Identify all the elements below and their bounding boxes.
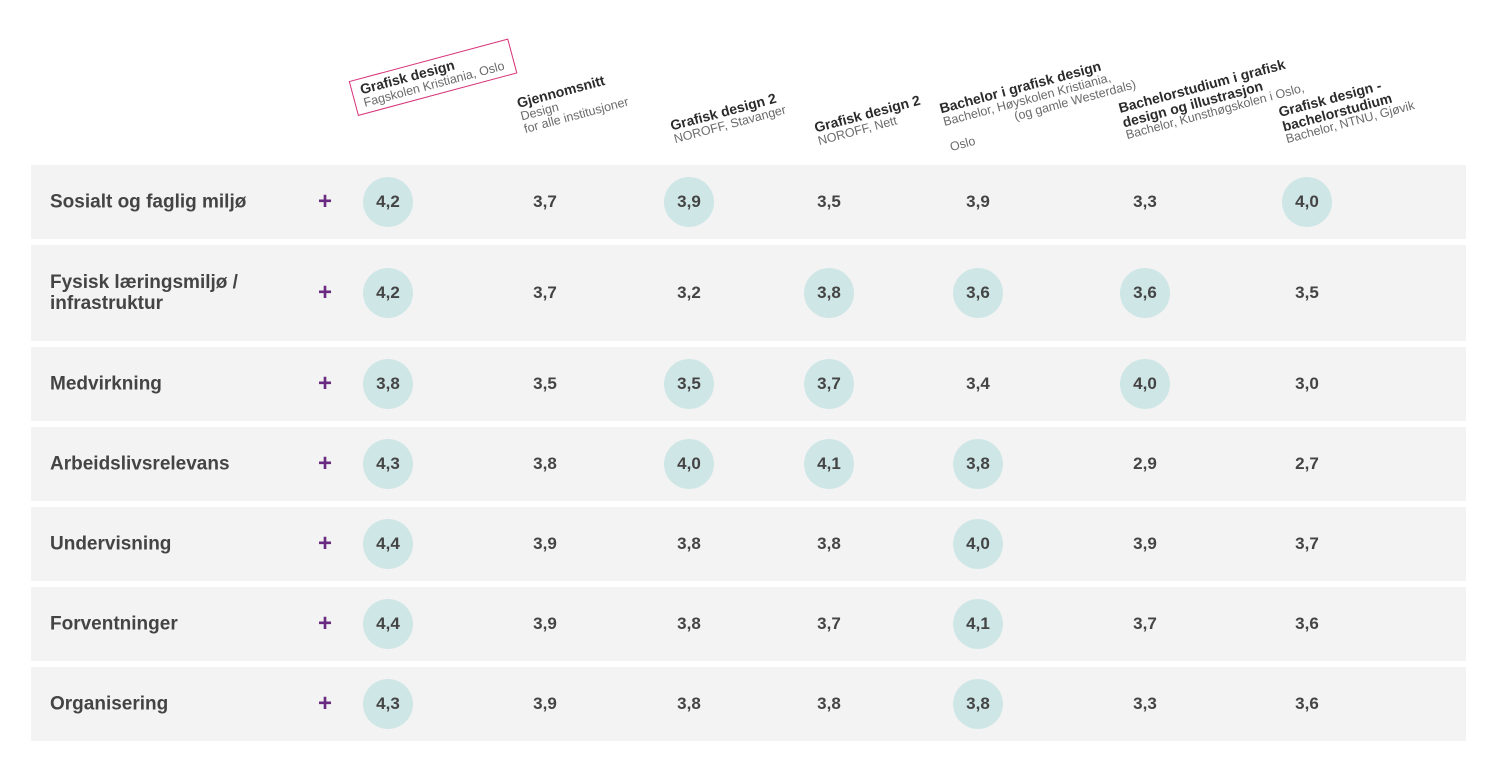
score-cell: 3,3 [1133,192,1157,211]
table-row[interactable]: Sosialt og faglig miljø +4,2 3,7 3,9 3,5 3,9 3… [31,165,1466,239]
expand-plus-icon[interactable]: + [318,188,333,215]
column-header-grafisk-design-kristiania: Grafisk design Fagskolen Kristiania, Osl… [348,38,518,116]
score-cell: 3,6 [1295,694,1319,713]
score-cell: 3,6 [953,268,1003,318]
score-cell: 2,9 [1133,454,1157,473]
row-label: Arbeidslivsrelevans [50,453,230,475]
table-row[interactable]: Forventninger +4,4 3,9 3,8 3,7 4,1 3,7 3,6 [31,587,1466,661]
score-cell: 3,8 [677,534,701,553]
table-row[interactable]: Organisering +4,3 3,9 3,8 3,8 3,8 3,3 3,6 [31,667,1466,741]
row-label: Medvirkning [50,373,162,395]
score-cell: 3,9 [664,177,714,227]
score-cell: 3,8 [363,359,413,409]
score-cell: 3,5 [664,359,714,409]
score-cell: 3,9 [533,694,557,713]
score-cell: 3,8 [817,694,841,713]
expand-plus-icon[interactable]: + [318,450,333,477]
score-cell: 3,4 [966,374,990,393]
score-cell: 3,9 [966,192,990,211]
score-cell: 3,8 [533,454,557,473]
expand-plus-icon[interactable]: + [318,610,333,637]
score-cell: 3,9 [533,534,557,553]
score-cell: 3,8 [677,614,701,633]
score-cell: 3,5 [533,374,557,393]
table-row[interactable]: Arbeidslivsrelevans +4,3 3,8 4,0 4,1 3,8 2,9 2,… [31,427,1466,501]
expand-plus-icon[interactable]: + [318,530,333,557]
score-cell: 3,6 [1295,614,1319,633]
column-header-hoyskolen-kristiania: Bachelor i grafisk design Bachelor, Høys… [938,51,1141,154]
expand-plus-icon[interactable]: + [318,690,333,717]
score-cell: 3,8 [817,534,841,553]
score-cell: 4,4 [363,599,413,649]
score-cell: 4,0 [664,439,714,489]
score-cell: 3,8 [804,268,854,318]
table-row[interactable]: Fysisk læringsmiljø / infrastruktur +4,2 3… [31,245,1466,341]
score-cell: 3,8 [953,679,1003,729]
score-cell: 4,2 [363,177,413,227]
score-cell: 3,5 [1295,283,1319,302]
score-cell: 3,7 [1295,534,1319,553]
score-cell: 3,9 [533,614,557,633]
score-cell: 3,2 [677,283,701,302]
score-cell: 3,9 [1133,534,1157,553]
row-label: Organisering [50,693,169,715]
score-cell: 3,3 [1133,694,1157,713]
score-cell: 4,3 [363,679,413,729]
score-cell: 4,1 [953,599,1003,649]
score-cell: 3,8 [677,694,701,713]
score-cell: 3,7 [817,614,841,633]
score-cell: 4,1 [804,439,854,489]
table-row[interactable]: Medvirkning +3,8 3,5 3,5 3,7 3,4 4,0 3,0 [31,347,1466,421]
row-label: Forventninger [50,613,178,635]
score-cell: 3,8 [953,439,1003,489]
score-cell: 4,0 [1120,359,1170,409]
score-cell: 4,4 [363,519,413,569]
expand-plus-icon[interactable]: + [318,279,333,306]
score-cell: 4,3 [363,439,413,489]
score-cell: 4,0 [1282,177,1332,227]
score-cell: 3,7 [804,359,854,409]
expand-plus-icon[interactable]: + [318,370,333,397]
comparison-table: Sosialt og faglig miljø +4,2 3,7 3,9 3,5 3,9 3… [31,165,1466,747]
row-label: Sosialt og faglig miljø [50,191,247,213]
row-label: Fysisk læringsmiljø / infrastruktur [50,272,238,314]
score-cell: 3,5 [817,192,841,211]
column-header-kunsthogskolen: Bachelorstudium i grafisk design og illu… [1117,54,1306,143]
score-cell: 4,2 [363,268,413,318]
row-label: Undervisning [50,533,172,555]
score-cell: 3,0 [1295,374,1319,393]
score-cell: 4,0 [953,519,1003,569]
score-cell: 3,7 [533,192,557,211]
table-row[interactable]: Undervisning +4,4 3,9 3,8 3,8 4,0 3,9 3,7 [31,507,1466,581]
column-header-noroff-nett: Grafisk design 2 NOROFF, Nett [813,92,925,148]
column-header-gjennomsnitt: Gjennomsnitt Design for alle institusjon… [515,69,630,136]
column-header-noroff-stavanger: Grafisk design 2 NOROFF, Stavanger [669,89,788,146]
score-cell: 3,7 [533,283,557,302]
score-cell: 2,7 [1295,454,1319,473]
score-cell: 3,7 [1133,614,1157,633]
score-cell: 3,6 [1120,268,1170,318]
